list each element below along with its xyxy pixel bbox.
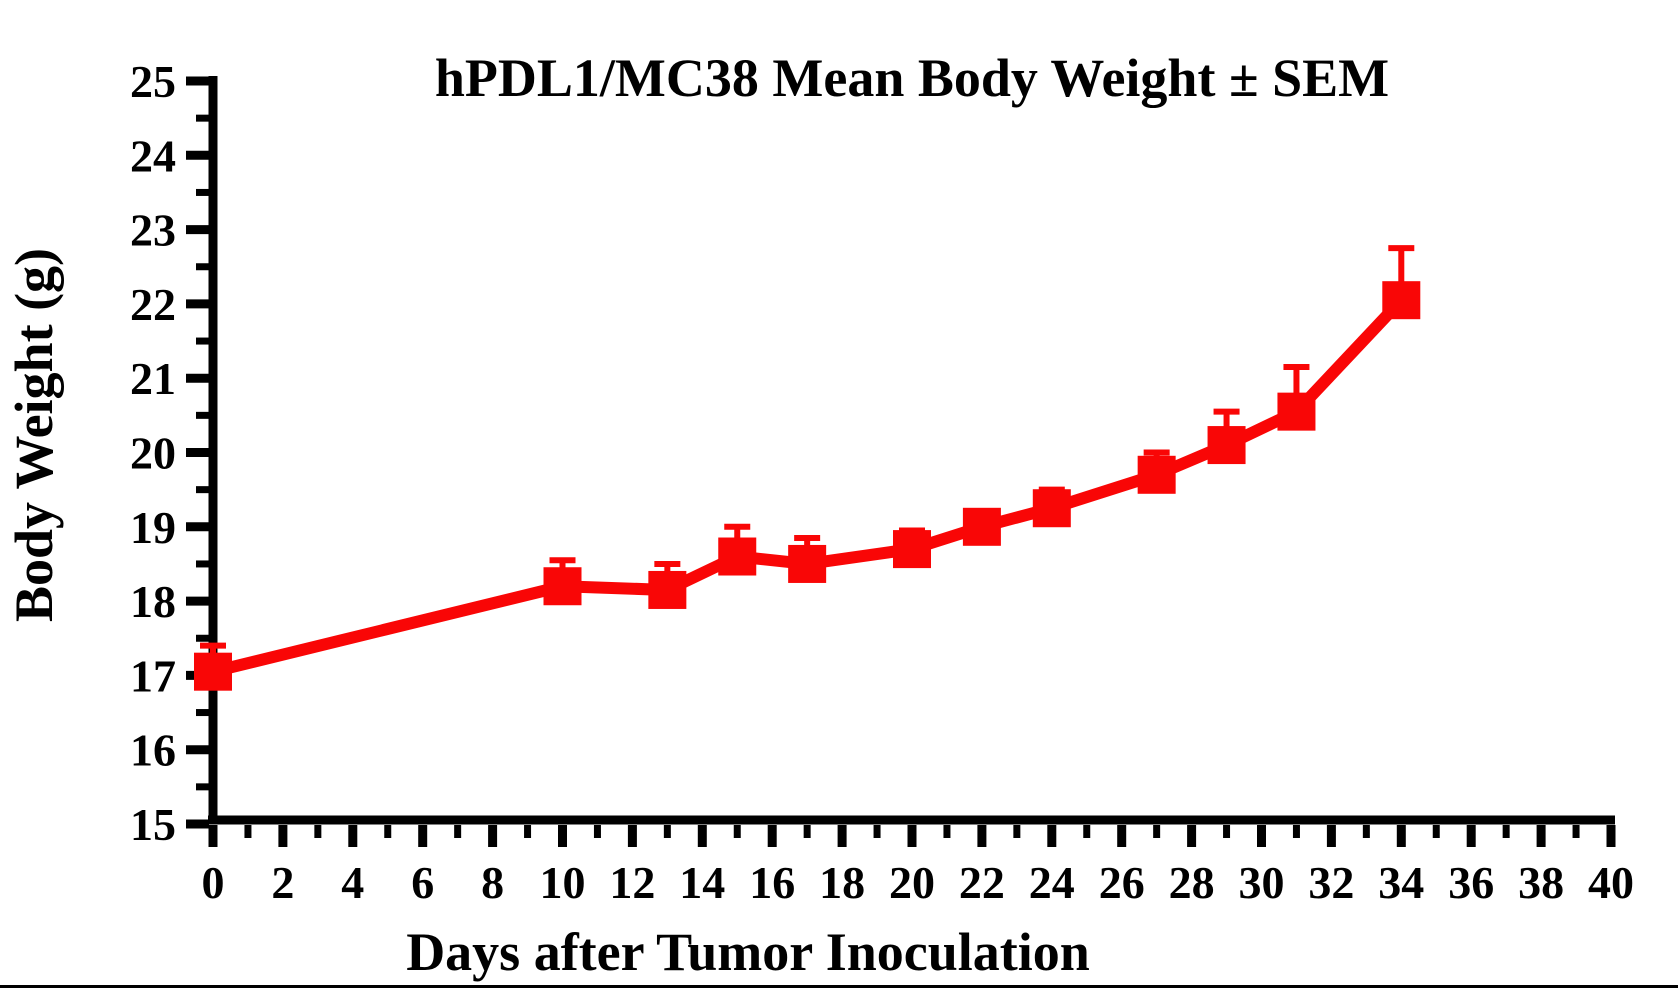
x-tick-label: 28	[1169, 857, 1215, 908]
data-point-marker	[1032, 489, 1071, 528]
y-tick-label: 23	[130, 205, 176, 256]
data-point-marker	[718, 537, 757, 576]
x-tick-label: 24	[1029, 857, 1075, 908]
x-tick-label: 20	[889, 857, 935, 908]
bottom-divider	[0, 985, 1678, 988]
data-point-marker	[1207, 426, 1246, 465]
y-tick-label: 15	[130, 799, 176, 850]
x-tick-label: 18	[819, 857, 865, 908]
x-tick-label: 10	[540, 857, 586, 908]
y-tick-label: 19	[130, 502, 176, 553]
x-tick-label: 16	[749, 857, 795, 908]
data-point-marker	[543, 567, 582, 606]
data-point-marker	[962, 507, 1001, 546]
data-point-marker	[1277, 392, 1316, 431]
chart-title: hPDL1/MC38 Mean Body Weight ± SEM	[435, 48, 1389, 108]
y-tick-label: 17	[130, 650, 176, 701]
data-point-marker	[194, 652, 232, 691]
data-point-marker	[1137, 455, 1176, 494]
x-tick-label: 30	[1239, 857, 1285, 908]
y-tick-label: 21	[130, 353, 176, 404]
x-tick-label: 22	[959, 857, 1005, 908]
x-tick-label: 36	[1448, 857, 1494, 908]
y-tick-label: 25	[130, 56, 176, 107]
data-series	[194, 245, 1421, 691]
x-axis-label: Days after Tumor Inoculation	[406, 922, 1090, 982]
y-tick-label: 16	[130, 725, 176, 776]
x-tick-label: 4	[341, 857, 364, 908]
x-tick-label: 32	[1308, 857, 1354, 908]
data-point-marker	[1382, 281, 1421, 320]
y-axis-label: Body Weight (g)	[4, 248, 64, 622]
x-tick-label: 8	[481, 857, 504, 908]
data-point-marker	[788, 544, 827, 583]
data-line	[207, 294, 1408, 678]
x-tick-label: 6	[411, 857, 434, 908]
y-tick-label: 24	[130, 130, 176, 181]
axis-tick-labels: 0 2 4 6 8 10 12 14 16 18 20 22 24 26 28 30 32 34 36 38 40151…	[130, 56, 1634, 908]
x-tick-label: 2	[271, 857, 294, 908]
data-point-marker	[893, 530, 931, 569]
x-tick-label: 0	[202, 857, 225, 908]
x-tick-label: 12	[609, 857, 655, 908]
x-tick-label: 26	[1099, 857, 1145, 908]
y-tick-label: 20	[130, 428, 176, 479]
x-tick-label: 34	[1378, 857, 1424, 908]
y-tick-label: 18	[130, 576, 176, 627]
x-tick-label: 14	[679, 857, 725, 908]
x-tick-label: 38	[1518, 857, 1564, 908]
x-tick-label: 40	[1588, 857, 1634, 908]
axis-ticks	[186, 76, 1616, 847]
axis-spines	[208, 76, 1615, 825]
y-tick-label: 22	[130, 279, 176, 330]
data-point-marker	[648, 570, 687, 609]
